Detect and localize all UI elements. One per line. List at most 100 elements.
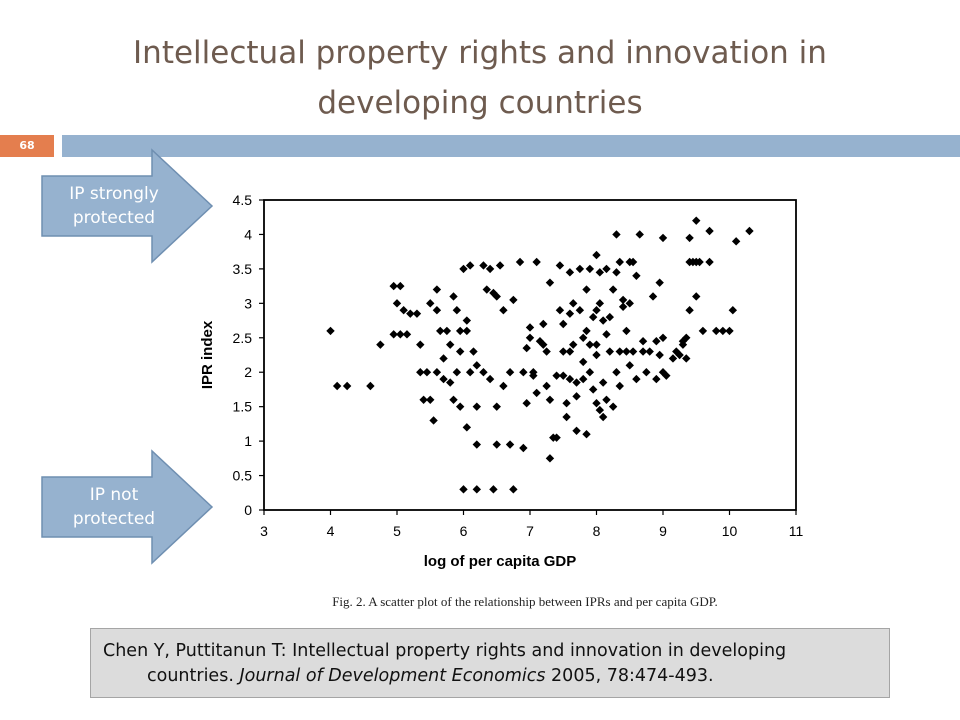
data-point: [569, 299, 578, 308]
data-point: [582, 326, 591, 336]
data-point: [698, 326, 708, 336]
y-tick-label: 1: [244, 433, 252, 449]
x-tick-label: 6: [460, 523, 468, 539]
citation-post: 2005, 78:474-493.: [545, 666, 714, 686]
data-point: [452, 306, 462, 315]
x-tick-label: 7: [526, 523, 534, 539]
data-point: [615, 381, 624, 391]
citation-pre: countries.: [147, 666, 240, 686]
data-point: [655, 278, 664, 287]
data-point: [602, 264, 611, 274]
data-point: [582, 285, 591, 294]
scatter-chart: 0 0.5 1 1.5 2 2.5 3 3.5 4 4.5 3 4 5 6 7 8 9 10 11 log of pe…: [180, 170, 830, 610]
data-point: [509, 295, 518, 305]
data-point: [658, 368, 668, 377]
data-point: [446, 340, 455, 349]
data-point: [326, 326, 335, 336]
y-tick-label: 4: [244, 226, 252, 242]
x-tick-label: 11: [789, 523, 804, 539]
data-point: [632, 271, 641, 280]
data-point: [539, 319, 548, 329]
data-point: [472, 440, 481, 449]
arrow-right-icon: [41, 449, 214, 565]
y-tick-label: 1.5: [233, 399, 253, 415]
data-point: [712, 326, 721, 336]
data-point: [525, 333, 535, 342]
data-point: [532, 257, 541, 267]
data-point: [622, 326, 631, 336]
data-point: [562, 412, 571, 422]
data-point: [342, 381, 352, 391]
data-point: [545, 395, 555, 404]
data-point: [642, 368, 651, 377]
data-point: [612, 230, 621, 239]
data-point: [728, 306, 738, 315]
data-point: [522, 343, 531, 353]
data-point: [615, 347, 624, 356]
citation-line-1: Chen Y, Puttitanun T: Intellectual prope…: [103, 641, 787, 661]
title-band: [62, 135, 960, 157]
data-point: [515, 257, 525, 267]
data-point: [455, 347, 465, 356]
data-point: [535, 337, 545, 346]
data-point: [725, 326, 734, 336]
data-point: [559, 347, 568, 356]
citation-journal: Journal of Development Economics: [239, 666, 546, 686]
data-point: [608, 402, 618, 411]
data-point: [635, 230, 644, 239]
data-point: [459, 485, 468, 494]
data-point: [615, 257, 624, 267]
data-point: [572, 392, 581, 401]
data-point: [632, 374, 641, 384]
data-point: [625, 299, 634, 308]
data-point: [692, 216, 701, 225]
data-point: [542, 347, 551, 356]
data-point: [575, 306, 585, 315]
data-point: [416, 368, 425, 377]
arrow-ip-not-protected: IP not protected: [40, 449, 215, 565]
data-point: [731, 237, 741, 246]
data-point: [608, 285, 618, 294]
y-tick-label: 2: [244, 364, 252, 380]
data-point: [442, 326, 452, 336]
figure-caption: Fig. 2. A scatter plot of the relationsh…: [332, 594, 718, 609]
data-point: [585, 368, 595, 377]
data-point: [668, 354, 678, 363]
slide-number: 68: [0, 135, 54, 157]
data-point: [695, 257, 704, 267]
arrow-label-strong: IP strongly protected: [69, 184, 159, 228]
plot-frame: [263, 199, 797, 511]
data-point: [485, 264, 495, 274]
data-point: [472, 485, 481, 494]
y-tick-label: 2.5: [233, 330, 253, 346]
data-point: [462, 326, 472, 336]
x-tick-label: 10: [722, 523, 738, 539]
data-point: [449, 395, 458, 404]
data-point: [595, 268, 605, 277]
data-point: [495, 261, 505, 270]
data-point: [542, 381, 551, 391]
data-point: [499, 381, 508, 391]
data-point: [366, 381, 375, 391]
data-point: [705, 257, 714, 267]
data-point: [552, 371, 561, 380]
arrow-label-not: IP not protected: [72, 485, 156, 529]
data-point: [565, 347, 575, 356]
data-point: [682, 333, 691, 342]
data-point: [628, 257, 638, 267]
data-point: [552, 433, 561, 442]
y-tick-label: 3: [244, 295, 252, 311]
data-point: [682, 354, 691, 363]
data-point: [465, 368, 475, 377]
data-point: [446, 378, 455, 387]
data-point: [472, 402, 481, 411]
data-point: [565, 268, 575, 277]
data-point: [595, 405, 605, 415]
data-point: [618, 302, 628, 311]
data-point: [645, 347, 654, 356]
data-point: [472, 361, 481, 370]
data-point: [492, 440, 501, 449]
data-point: [569, 340, 578, 349]
data-point: [579, 374, 588, 384]
data-point: [519, 368, 528, 377]
